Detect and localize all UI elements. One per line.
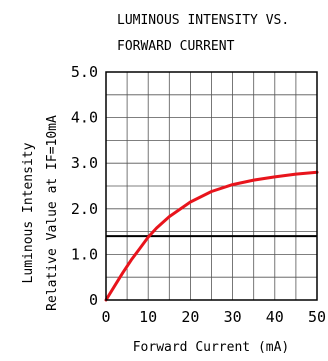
x-tick-label: 40 xyxy=(266,308,284,326)
y-axis-label-line-2: Relative Value at IF=10mA xyxy=(45,115,60,311)
y-tick-label: 0 xyxy=(89,291,98,309)
y-tick-label: 5.0 xyxy=(71,63,98,81)
series-layer xyxy=(104,170,319,302)
x-tick-label: 30 xyxy=(224,308,242,326)
x-tick-label: 0 xyxy=(101,308,110,326)
y-tick-label: 3.0 xyxy=(71,154,98,172)
x-tick-label: 20 xyxy=(181,308,199,326)
x-tick-label: 10 xyxy=(139,308,157,326)
y-tick-label: 1.0 xyxy=(71,245,98,263)
grid xyxy=(105,71,318,301)
x-tick-labels: 0 10 20 30 40 50 xyxy=(101,308,326,326)
series-line-1 xyxy=(104,170,319,302)
plot-frame xyxy=(105,71,318,301)
y-tick-label: 2.0 xyxy=(71,200,98,218)
chart-title-line-2: FORWARD CURRENT xyxy=(117,39,235,54)
y-tick-labels: 0 1.0 2.0 3.0 4.0 5.0 xyxy=(71,63,98,309)
x-axis-label: Forward Current (mA) xyxy=(133,340,290,355)
chart-title-line-1: LUMINOUS INTENSITY VS. xyxy=(117,13,289,28)
y-axis-label-line-1: Luminous Intensity xyxy=(21,142,36,283)
y-tick-label: 4.0 xyxy=(71,109,98,127)
x-tick-label: 50 xyxy=(308,308,326,326)
